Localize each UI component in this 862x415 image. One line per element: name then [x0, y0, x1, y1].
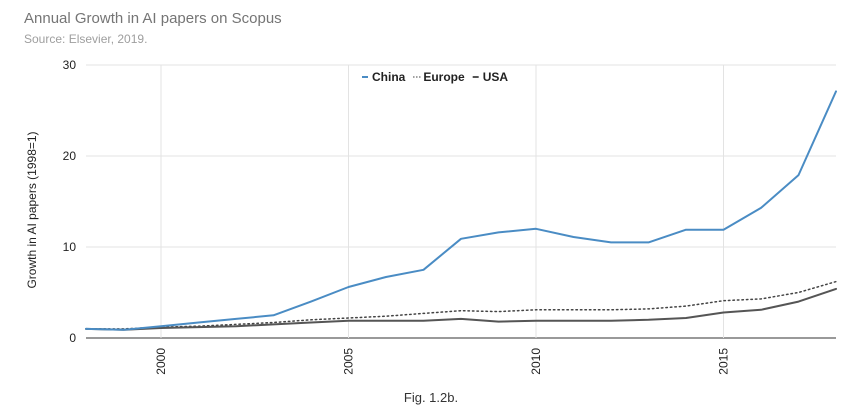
line-chart: 0 10 20 30 2000 2005 2010 2015 China Europe USA: [63, 58, 837, 375]
chart-subtitle: Source: Elsevier, 2019.: [24, 32, 148, 46]
y-tick-label: 10: [63, 240, 77, 254]
series-line-china: [85, 90, 837, 331]
y-tick-label: 0: [69, 331, 76, 345]
chart-title: Annual Growth in AI papers on Scopus: [24, 10, 282, 27]
axes: 0 10 20 30 2000 2005 2010 2015: [63, 58, 731, 375]
legend-label: China: [372, 70, 406, 84]
x-tick-label: 2015: [717, 348, 731, 375]
legend-label: USA: [483, 70, 509, 84]
y-tick-label: 20: [63, 149, 77, 163]
legend: China Europe USA: [362, 70, 508, 84]
legend-label: Europe: [423, 70, 465, 84]
figure-caption: Fig. 1.2b.: [403, 390, 459, 405]
series-line-usa: [85, 287, 837, 331]
grid: [86, 64, 836, 339]
legend-item-europe: Europe: [413, 70, 465, 84]
y-tick-label: 30: [63, 58, 77, 72]
x-tick-label: 2000: [154, 348, 168, 375]
x-tick-label: 2010: [529, 348, 543, 375]
series-line-europe: [85, 280, 837, 330]
x-tick-label: 2005: [342, 348, 356, 375]
series: [85, 90, 837, 331]
legend-item-china: China: [362, 70, 406, 84]
legend-item-usa: USA: [472, 70, 509, 84]
